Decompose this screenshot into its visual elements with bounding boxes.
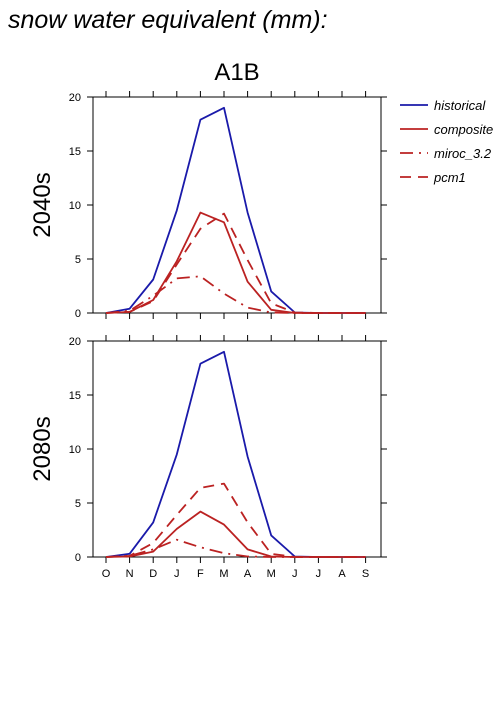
panel-label-2080s: 2080s <box>29 416 56 481</box>
series-line-historical-2080s <box>105 350 366 558</box>
plot-frame-2080s <box>92 340 382 558</box>
x-tick-label: M <box>219 568 228 580</box>
y-tick-label: 5 <box>75 254 81 266</box>
series-line-miroc_3.2-2040s <box>105 275 366 314</box>
y-tick-label: 0 <box>75 308 81 320</box>
series-line-composite-2040s <box>105 211 366 314</box>
x-tick-label: J <box>174 568 180 580</box>
plot-frame-2040s <box>92 96 382 314</box>
series-line-historical-2040s <box>105 106 366 314</box>
figure-title: snow water equivalent (mm): <box>8 6 328 34</box>
y-tick-label: 5 <box>75 498 81 510</box>
series-line-miroc_3.2-2080s <box>105 538 366 558</box>
y-tick-label: 10 <box>69 444 81 456</box>
x-tick-label: A <box>244 568 252 580</box>
y-tick-label: 15 <box>69 146 81 158</box>
y-tick-label: 15 <box>69 390 81 402</box>
x-tick-label: A <box>338 568 346 580</box>
legend-label-miroc_3.2: miroc_3.2 <box>434 146 492 161</box>
y-tick-label: 20 <box>69 336 81 348</box>
scenario-label: A1B <box>214 59 259 86</box>
legend-label-historical: historical <box>434 98 486 113</box>
series-line-pcm1-2080s <box>105 482 366 558</box>
x-tick-label: J <box>316 568 322 580</box>
x-tick-label: S <box>362 568 369 580</box>
x-tick-label: F <box>197 568 204 580</box>
x-tick-label: J <box>292 568 298 580</box>
x-tick-label: D <box>149 568 157 580</box>
y-tick-label: 0 <box>75 552 81 564</box>
legend-label-composite: composite <box>434 122 493 137</box>
x-tick-label: O <box>102 568 111 580</box>
x-tick-label: M <box>267 568 276 580</box>
legend-label-pcm1: pcm1 <box>433 170 466 185</box>
series-line-pcm1-2040s <box>105 212 366 314</box>
panel-label-2040s: 2040s <box>29 172 56 237</box>
x-tick-label: N <box>126 568 134 580</box>
y-tick-label: 10 <box>69 200 81 212</box>
y-tick-label: 20 <box>69 92 81 104</box>
